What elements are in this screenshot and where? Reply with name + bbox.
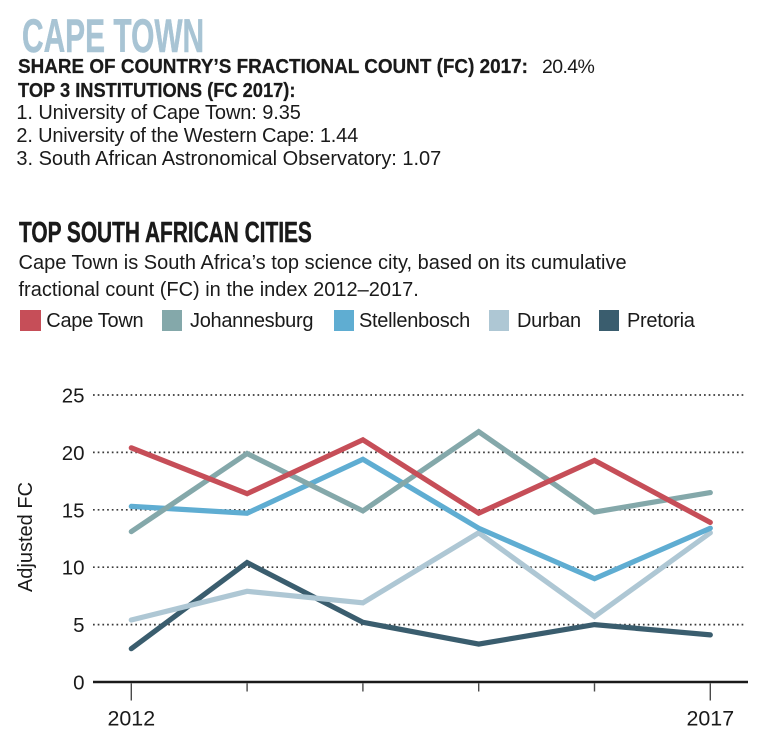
svg-text:10: 10 (62, 557, 85, 580)
svg-text:15: 15 (62, 499, 85, 522)
svg-text:25: 25 (62, 385, 85, 408)
svg-text:2017: 2017 (687, 707, 735, 731)
svg-text:2012: 2012 (108, 707, 156, 731)
svg-text:5: 5 (73, 614, 84, 637)
svg-text:0: 0 (73, 672, 84, 695)
svg-text:Adjusted FC: Adjusted FC (15, 482, 37, 592)
svg-text:20: 20 (62, 442, 85, 465)
